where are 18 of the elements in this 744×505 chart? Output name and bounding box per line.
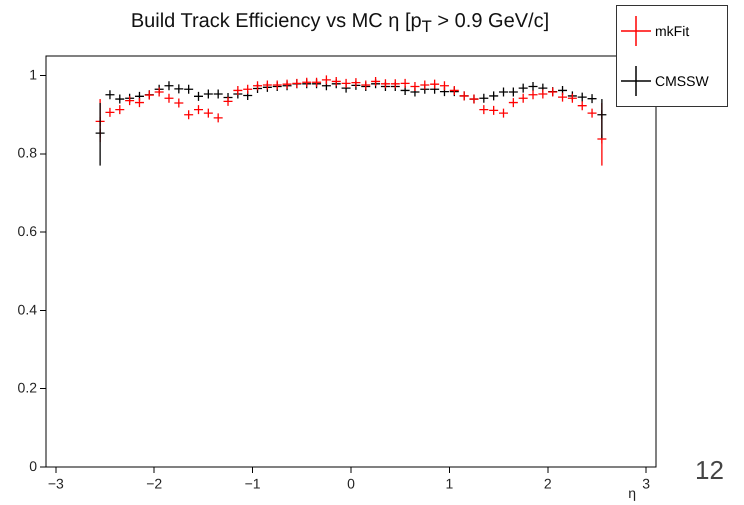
x-tick-label: −3 xyxy=(48,475,64,492)
y-tick-label: 0.6 xyxy=(18,223,38,239)
x-axis-title: η xyxy=(628,484,636,501)
x-tick-label: 2 xyxy=(544,475,552,492)
legend-label: CMSSW xyxy=(655,73,709,89)
text: 12 xyxy=(695,455,724,486)
x-tick-label: 3 xyxy=(642,475,650,492)
legend-label: mkFit xyxy=(655,23,690,39)
y-tick-label: 0.8 xyxy=(18,144,38,161)
y-tick-label: 0.2 xyxy=(18,380,38,396)
y-tick-label: 1 xyxy=(29,66,38,82)
y-tick-label: 0.4 xyxy=(18,301,38,318)
x-tick-label: −1 xyxy=(244,475,261,492)
x-tick-label: 0 xyxy=(347,475,356,492)
x-tick-label: −2 xyxy=(146,475,162,492)
y-tick-label: 0 xyxy=(29,458,38,474)
chart-title: Build Track Efficiency vs MC η [p$_{T}$ > 0.9 GeV/c] xyxy=(130,10,550,37)
x-tick-label: 1 xyxy=(445,475,454,492)
